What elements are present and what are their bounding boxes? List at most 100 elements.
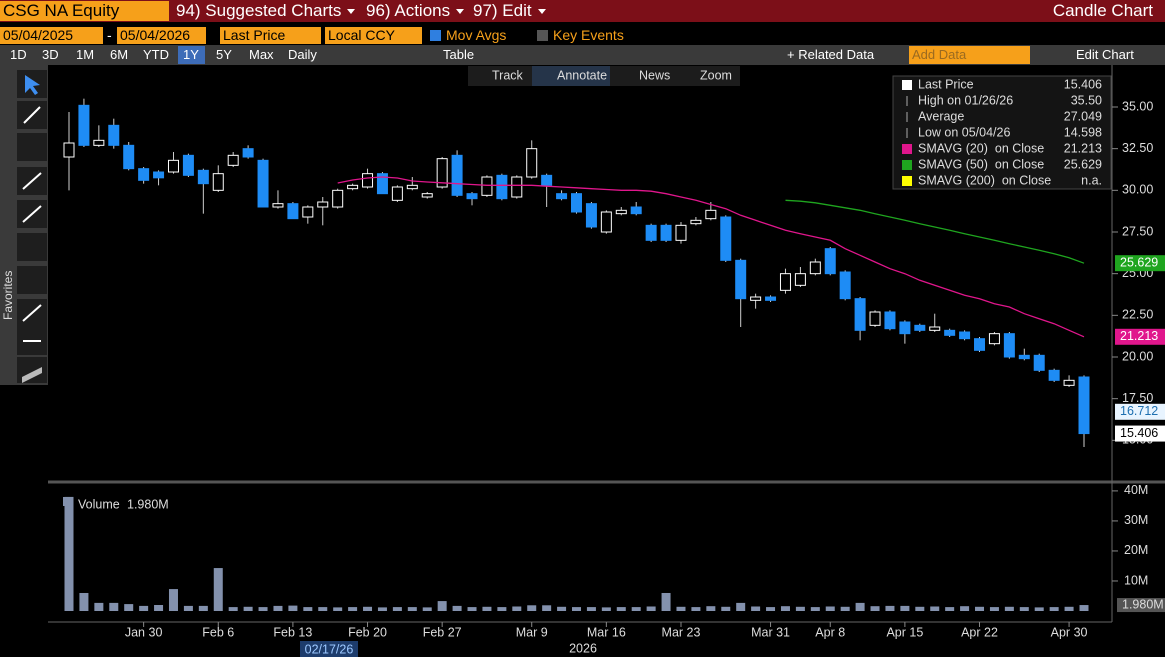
- security-input[interactable]: CSG NA Equity: [0, 1, 169, 21]
- trend-icon: [22, 304, 42, 322]
- volume-bar: [64, 496, 74, 611]
- candle-body: [884, 311, 896, 330]
- menu-button[interactable]: 94) Suggested Charts: [176, 0, 359, 22]
- volume-bar: [780, 606, 790, 611]
- checkbox[interactable]: [537, 30, 548, 41]
- volume-bar: [288, 605, 298, 611]
- volume-bar: [572, 607, 581, 611]
- x-tick-label: Apr 15: [886, 625, 923, 639]
- tool-button[interactable]: [17, 133, 47, 161]
- candle-body: [914, 324, 926, 331]
- tool-button[interactable]: [17, 266, 47, 294]
- volume-bar: [870, 606, 880, 611]
- y-tick-label: 22.50: [1122, 308, 1153, 322]
- volume-bar: [706, 606, 716, 611]
- candle-body: [362, 173, 374, 188]
- checkbox-checked[interactable]: [430, 30, 441, 41]
- x-tick-label: Mar 23: [662, 625, 701, 639]
- legend-value: n.a.: [1081, 173, 1102, 187]
- candle-body: [869, 311, 881, 326]
- volume-bar: [213, 568, 223, 611]
- table-button[interactable]: Table: [443, 47, 475, 62]
- start-date[interactable]: 05/04/2025: [0, 27, 103, 44]
- candle-body: [197, 169, 209, 185]
- tool-button[interactable]: [17, 233, 47, 261]
- price-marker: [1115, 328, 1165, 345]
- volume-tick-label: 40M: [1124, 483, 1148, 497]
- edit-chart-button[interactable]: Edit Chart: [1076, 47, 1134, 62]
- candle-body: [93, 139, 105, 146]
- field-input[interactable]: Last Price: [220, 27, 321, 44]
- candle-body: [272, 203, 284, 208]
- volume-legend-name: Volume: [78, 497, 120, 511]
- frequency-button[interactable]: Daily: [288, 47, 317, 62]
- end-date[interactable]: 05/04/2026: [117, 27, 206, 44]
- period-button[interactable]: 3D: [42, 47, 59, 62]
- legend-swatch: [902, 144, 912, 154]
- volume-bar: [1034, 607, 1044, 611]
- cursor-date-box: [300, 641, 358, 657]
- legend-swatch: [902, 176, 912, 186]
- y-tick-label: 20.00: [1122, 349, 1153, 363]
- candle-body: [585, 203, 597, 228]
- candle-body: [929, 326, 941, 331]
- tool-annotate[interactable]: Annotate: [557, 68, 607, 82]
- candle-body: [735, 259, 747, 300]
- volume-bar: [124, 604, 134, 611]
- volume-bar: [989, 607, 999, 611]
- volume-bar: [661, 592, 671, 611]
- tool-button[interactable]: [17, 357, 47, 383]
- related-data-button[interactable]: + Related Data: [787, 47, 875, 62]
- period-button[interactable]: Max: [249, 47, 274, 62]
- period-button[interactable]: 1Y: [183, 47, 199, 62]
- candle-body: [809, 261, 821, 275]
- volume-bar: [527, 605, 537, 611]
- volume-bar: [751, 606, 761, 611]
- x-tick-label: Apr 22: [961, 625, 998, 639]
- candle-body: [854, 298, 866, 331]
- volume-tick-label: 30M: [1124, 513, 1148, 527]
- price-marker-label: 15.406: [1120, 426, 1158, 440]
- volume-bar: [437, 601, 447, 611]
- candle-body: [705, 209, 717, 220]
- volume-bar: [318, 607, 328, 611]
- volume-bar: [691, 607, 701, 611]
- candle-body: [302, 206, 314, 218]
- price-marker: [1115, 425, 1165, 442]
- candle-body: [1063, 379, 1075, 386]
- period-button[interactable]: YTD: [143, 47, 169, 62]
- volume-bar: [258, 607, 268, 611]
- tool-track[interactable]: Track: [492, 68, 524, 82]
- candle-body: [242, 148, 254, 158]
- period-button[interactable]: 5Y: [216, 47, 232, 62]
- currency-input[interactable]: Local CCY: [325, 27, 422, 44]
- tool-news[interactable]: News: [639, 68, 670, 82]
- menu-button[interactable]: 97) Edit: [473, 0, 550, 22]
- period-button[interactable]: 6M: [110, 47, 129, 62]
- period-button[interactable]: 1D: [10, 47, 27, 62]
- menu-button[interactable]: 96) Actions: [366, 0, 468, 22]
- volume-tick-label: 10M: [1124, 573, 1148, 587]
- volume-bar: [452, 605, 462, 611]
- volume-bar: [557, 606, 567, 611]
- tool-zoom[interactable]: Zoom: [700, 68, 732, 82]
- legend-value: 15.406: [1064, 77, 1102, 91]
- volume-bar: [840, 606, 850, 611]
- x-tick-label: Mar 9: [516, 625, 548, 639]
- x-tick-label: Mar 31: [751, 625, 790, 639]
- volume-bar: [646, 606, 656, 611]
- candle-body: [630, 206, 642, 215]
- add-data-input[interactable]: Add Data: [909, 46, 1030, 64]
- candle-body: [153, 171, 165, 179]
- period-button[interactable]: 1M: [76, 47, 95, 62]
- volume-bar: [348, 607, 358, 611]
- volume-bar: [273, 605, 283, 611]
- volume-bar: [168, 589, 178, 611]
- volume-bar: [377, 607, 387, 611]
- candle-body: [182, 154, 194, 176]
- candle-body: [451, 154, 463, 196]
- candle-body: [1003, 333, 1015, 358]
- pen-icon: [23, 106, 41, 124]
- candle-body: [660, 224, 672, 241]
